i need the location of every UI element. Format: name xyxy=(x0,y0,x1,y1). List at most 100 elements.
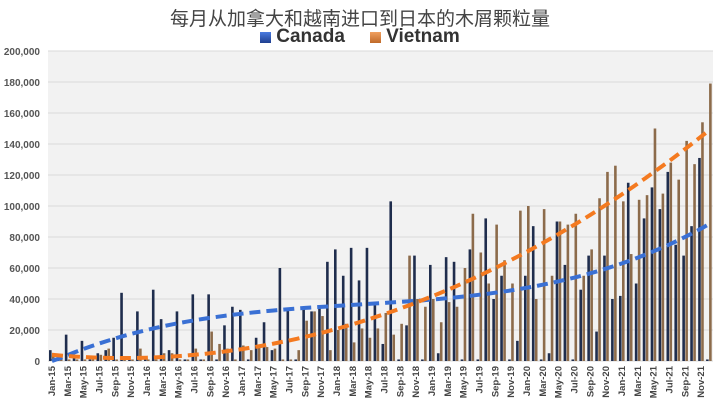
bar-canada xyxy=(262,322,266,361)
bar-canada xyxy=(555,221,559,361)
bar-vietnam xyxy=(629,254,633,361)
x-tick-label: May-21 xyxy=(649,365,660,398)
bar-canada xyxy=(254,337,258,361)
bar-vietnam xyxy=(360,328,364,361)
bar-vietnam xyxy=(471,213,475,361)
x-tick-label: Jul-21 xyxy=(664,365,675,393)
x-tick-label: Sep-15 xyxy=(110,365,121,397)
bar-canada xyxy=(626,182,630,361)
bar-canada xyxy=(326,261,329,361)
bar-canada xyxy=(373,305,377,361)
x-tick-label: Nov-19 xyxy=(506,366,517,398)
bar-canada xyxy=(381,343,385,361)
bar-canada xyxy=(563,264,567,361)
bar-vietnam xyxy=(305,320,308,361)
bar-canada xyxy=(444,257,448,361)
x-tick-label: May-20 xyxy=(554,366,565,398)
bar-canada xyxy=(223,325,226,361)
bar-vietnam xyxy=(685,140,688,361)
y-tick-label: 0 xyxy=(34,357,40,368)
bar-canada xyxy=(144,359,147,361)
x-tick-label: Mar-18 xyxy=(348,366,359,397)
x-tick-label: Jan-15 xyxy=(47,365,58,396)
legend-item-canada: Canada xyxy=(260,26,345,48)
legend-swatch-vietnam xyxy=(370,31,382,43)
y-tick-label: 60,000 xyxy=(9,264,40,275)
bar-vietnam xyxy=(582,275,586,361)
bar-vietnam xyxy=(178,359,182,361)
x-tick-label: Nov-20 xyxy=(601,366,612,398)
bar-canada xyxy=(429,264,432,361)
x-tick-label: May-17 xyxy=(269,366,280,398)
bar-vietnam xyxy=(693,164,696,361)
bar-vietnam xyxy=(321,316,324,361)
bar-canada xyxy=(64,334,68,361)
bar-vietnam xyxy=(590,249,593,361)
bar-vietnam xyxy=(265,347,269,361)
bar-canada xyxy=(151,289,155,361)
bar-canada xyxy=(547,353,551,361)
bar-canada xyxy=(698,157,701,361)
bar-vietnam xyxy=(455,306,459,361)
bar-canada xyxy=(136,311,139,361)
bar-vietnam xyxy=(139,348,142,361)
bar-vietnam xyxy=(574,213,578,361)
bar-vietnam xyxy=(67,359,71,361)
x-tick-label: Sep-21 xyxy=(680,365,691,397)
y-tick-label: 20,000 xyxy=(9,326,40,337)
x-tick-label: Jul-20 xyxy=(569,366,580,393)
x-tick-label: Sep-17 xyxy=(300,366,311,397)
bar-canada xyxy=(571,359,575,361)
bar-canada xyxy=(650,187,654,361)
bar-canada xyxy=(389,201,393,361)
bar-canada xyxy=(88,359,92,361)
bar-canada xyxy=(365,247,369,361)
bar-canada xyxy=(587,255,590,361)
bar-canada xyxy=(579,289,583,361)
bar-vietnam xyxy=(614,165,617,361)
bar-vietnam xyxy=(661,193,665,361)
x-tick-label: Jan-21 xyxy=(617,365,628,396)
x-tick-label: Jul-17 xyxy=(284,366,295,393)
bar-vietnam xyxy=(709,83,712,362)
bar-canada xyxy=(96,353,100,361)
y-tick-label: 200,000 xyxy=(4,47,41,58)
y-tick-label: 140,000 xyxy=(4,140,41,151)
bar-canada xyxy=(690,226,693,361)
bar-vietnam xyxy=(59,359,63,361)
x-tick-label: Nov-16 xyxy=(221,366,232,398)
bar-vietnam xyxy=(645,195,649,361)
x-tick-label: Jul-18 xyxy=(379,366,390,393)
bar-canada xyxy=(595,331,598,361)
bar-vietnam xyxy=(249,350,253,361)
bar-vietnam xyxy=(281,359,285,361)
bar-canada xyxy=(413,255,416,361)
bar-canada xyxy=(199,359,203,361)
bar-canada xyxy=(120,292,123,361)
bar-canada xyxy=(436,353,440,361)
bar-canada xyxy=(460,359,464,361)
x-tick-label: Jul-15 xyxy=(94,365,105,393)
x-tick-label: Mar-16 xyxy=(158,366,169,397)
bar-canada xyxy=(508,359,511,361)
bar-vietnam xyxy=(91,359,95,361)
bar-vietnam xyxy=(52,353,55,361)
bar-vietnam xyxy=(297,350,301,361)
bar-vietnam xyxy=(392,334,396,361)
x-tick-label: Jan-20 xyxy=(522,366,533,396)
bar-canada xyxy=(191,294,195,361)
y-tick-label: 160,000 xyxy=(4,109,41,120)
bar-vietnam xyxy=(503,260,506,361)
x-tick-label: Sep-18 xyxy=(395,366,406,397)
bar-vietnam xyxy=(416,299,419,361)
bar-canada xyxy=(215,359,218,361)
bar-vietnam xyxy=(147,359,150,361)
bar-vietnam xyxy=(289,359,293,361)
x-tick-label: Sep-20 xyxy=(585,366,596,397)
bar-canada xyxy=(112,337,115,361)
bar-vietnam xyxy=(447,302,451,361)
bar-canada xyxy=(239,309,242,361)
bar-vietnam xyxy=(463,268,467,361)
bar-canada xyxy=(484,218,488,361)
bar-canada xyxy=(318,305,321,361)
